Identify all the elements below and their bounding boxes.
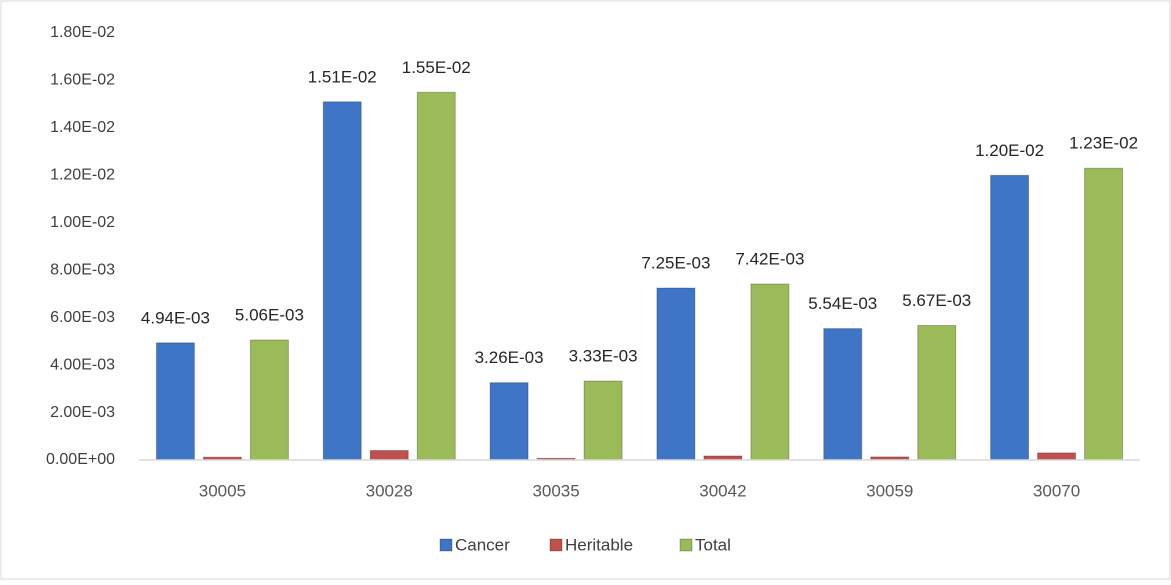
bar [155,342,195,461]
legend-swatch [679,538,693,552]
x-tick-label: 30059 [866,481,913,500]
data-label: 7.25E-03 [641,253,710,272]
bar [1084,167,1124,461]
bar [823,328,863,461]
y-tick-label: 1.60E-02 [50,72,115,89]
bar [750,283,790,461]
y-tick-label: 1.00E-02 [50,214,115,231]
x-tick-label: 30035 [532,481,579,500]
legend-swatch [439,538,453,552]
bar [990,174,1030,461]
data-label: 1.51E-02 [308,67,377,86]
legend-label: Heritable [565,535,633,554]
y-tick-label: 1.40E-02 [50,119,115,136]
bar [583,380,623,461]
bar [249,339,289,461]
data-label: 5.54E-03 [808,294,877,313]
bar [416,91,456,461]
data-label: 3.33E-03 [569,346,638,365]
bar [917,324,957,461]
y-tick-label: 6.00E-03 [50,309,115,326]
data-label: 5.67E-03 [902,291,971,310]
data-label: 7.42E-03 [735,249,804,268]
bar [656,287,696,461]
data-label: 3.26E-03 [475,348,544,367]
y-tick-label: 2.00E-03 [50,404,115,421]
x-tick-label: 30042 [699,481,746,500]
y-tick-label: 8.00E-03 [50,261,115,278]
legend-label: Total [695,535,731,554]
data-label: 1.20E-02 [975,141,1044,160]
data-label: 4.94E-03 [141,308,210,327]
x-tick-label: 30028 [366,481,413,500]
y-tick-label: 1.20E-02 [50,167,115,184]
data-label: 1.23E-02 [1069,134,1138,153]
y-tick-label: 0.00E+00 [46,451,115,468]
legend-swatch [549,538,563,552]
y-tick-label: 1.80E-02 [50,24,115,41]
data-label: 5.06E-03 [235,305,304,324]
y-tick-label: 4.00E-03 [50,356,115,373]
bar [369,450,409,461]
legend-label: Cancer [455,535,510,554]
data-label: 1.55E-02 [402,58,471,77]
x-tick-label: 30005 [199,481,246,500]
bar [322,101,362,461]
bar [1037,452,1077,461]
x-tick-label: 30070 [1033,481,1080,500]
bar [489,382,529,461]
